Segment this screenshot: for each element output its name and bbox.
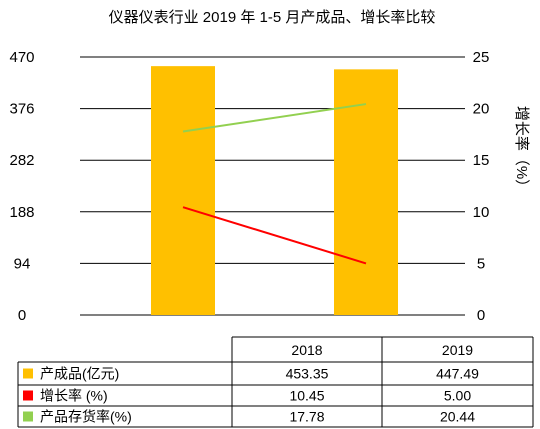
legend-label: 增长率 (%) (40, 388, 108, 404)
chart-title: 仪器仪表行业 2019 年 1-5 月产成品、增长率比较 (109, 8, 436, 26)
table-cell: 5.00 (444, 388, 471, 404)
left-tick-label: 94 (14, 255, 31, 272)
left-tick-label: 470 (9, 49, 34, 66)
table-cell: 447.49 (436, 366, 479, 382)
table-header: 2019 (442, 342, 473, 358)
right-tick-label: 25 (473, 49, 490, 66)
legend-swatch (23, 368, 33, 379)
legend-swatch (23, 390, 33, 401)
table-header: 2018 (291, 342, 322, 358)
bar (334, 69, 398, 315)
right-tick-label: 0 (477, 307, 485, 324)
left-tick-label: 0 (18, 307, 26, 324)
right-tick-label: 5 (477, 255, 485, 272)
table-cell: 453.35 (286, 366, 329, 382)
left-tick-label: 376 (9, 101, 34, 118)
left-axis: 0 94 188 282 376 470 (9, 49, 34, 324)
gridlines (80, 56, 465, 316)
legend-label: 产品存货率(%) (40, 409, 132, 425)
series-line (182, 206, 367, 265)
right-tick-label: 15 (473, 152, 490, 169)
data-table: 2018 2019 产成品(亿元) 453.35 447.49 增长率 (%) 10.45 5… (17, 336, 534, 428)
line-series (182, 103, 367, 265)
table-cell: 17.78 (289, 409, 324, 425)
series-line (182, 103, 367, 133)
bar (151, 66, 215, 315)
right-axis: 0 5 10 15 20 25 (473, 49, 490, 324)
right-tick-label: 20 (473, 101, 490, 118)
table-cell: 20.44 (440, 409, 475, 425)
right-tick-label: 10 (473, 204, 490, 221)
table-cell: 10.45 (289, 388, 324, 404)
legend-swatch (23, 411, 33, 422)
bar-series (151, 66, 398, 315)
legend-label: 产成品(亿元) (40, 366, 119, 382)
left-tick-label: 282 (9, 152, 34, 169)
right-axis-label: 增长率（%） (513, 106, 530, 194)
left-tick-label: 188 (9, 204, 34, 221)
